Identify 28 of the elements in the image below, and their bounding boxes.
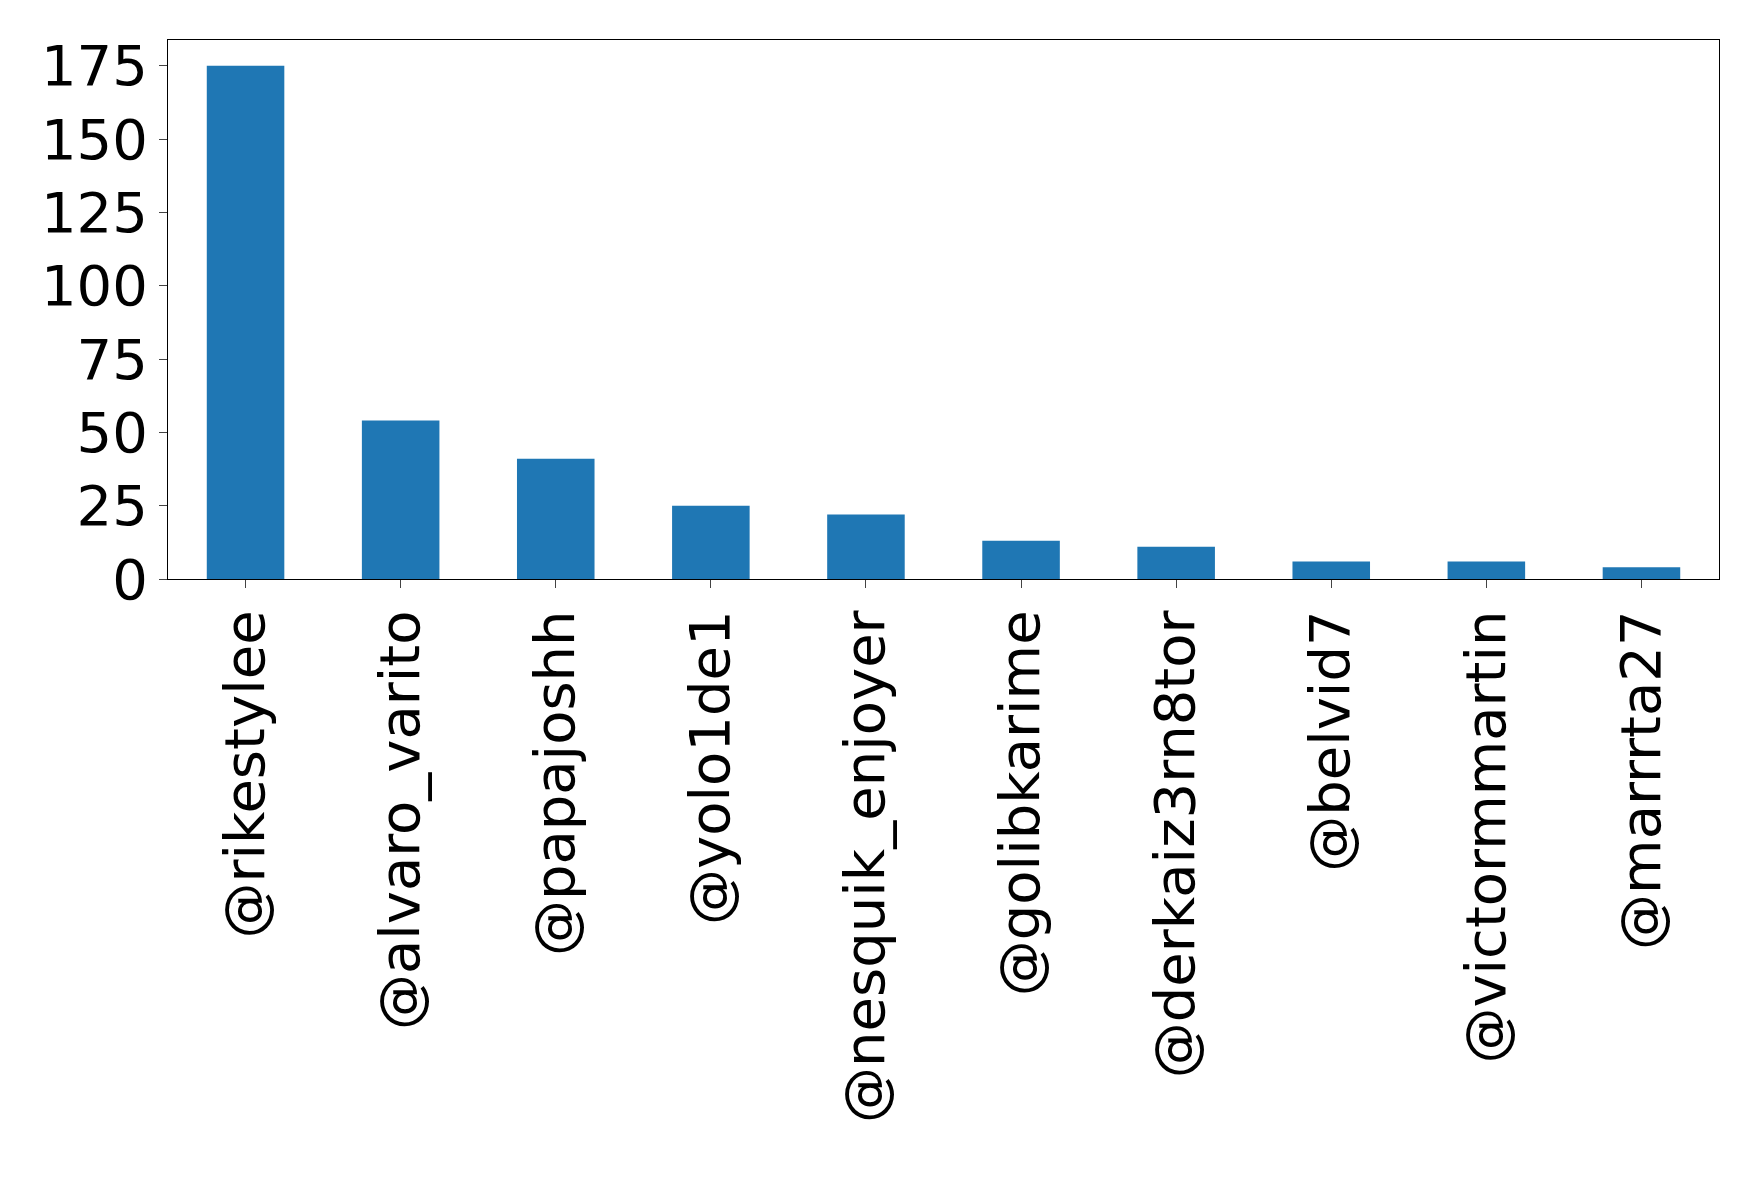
x-tick-label: @rikestylee bbox=[211, 610, 277, 939]
x-tick-label: @belvid7 bbox=[1297, 610, 1363, 872]
bar bbox=[982, 540, 1060, 579]
y-tick-label: 25 bbox=[76, 473, 148, 539]
x-tick-label: @yolo1de1 bbox=[677, 610, 743, 925]
x-tick-label: @papajoshh bbox=[521, 610, 587, 957]
x-tick-label: @nesquik_enjoyer bbox=[832, 609, 898, 1123]
y-tick-label: 175 bbox=[40, 33, 148, 99]
bar bbox=[1137, 546, 1215, 579]
y-tick-label: 100 bbox=[40, 253, 148, 319]
y-tick-label: 125 bbox=[40, 179, 148, 245]
y-tick-label: 0 bbox=[112, 546, 148, 612]
bar bbox=[1602, 567, 1681, 579]
x-tick-label: @derkaiz3rn8tor bbox=[1142, 609, 1208, 1079]
bar bbox=[827, 514, 905, 579]
y-tick-label: 50 bbox=[76, 399, 148, 465]
bar bbox=[1447, 561, 1526, 579]
x-tick-label: @victormmartin bbox=[1452, 610, 1518, 1064]
bar bbox=[516, 458, 595, 579]
bar bbox=[361, 420, 440, 579]
x-tick-label: @marrrta27 bbox=[1607, 610, 1673, 950]
bar bbox=[672, 505, 750, 579]
x-tick-label: @golibkarime bbox=[987, 610, 1053, 997]
x-tick-label: @alvaro_varito bbox=[366, 610, 432, 1031]
y-tick-label: 150 bbox=[40, 106, 148, 172]
y-tick-label: 75 bbox=[76, 326, 148, 392]
bar bbox=[1292, 561, 1371, 579]
bar bbox=[206, 65, 285, 579]
